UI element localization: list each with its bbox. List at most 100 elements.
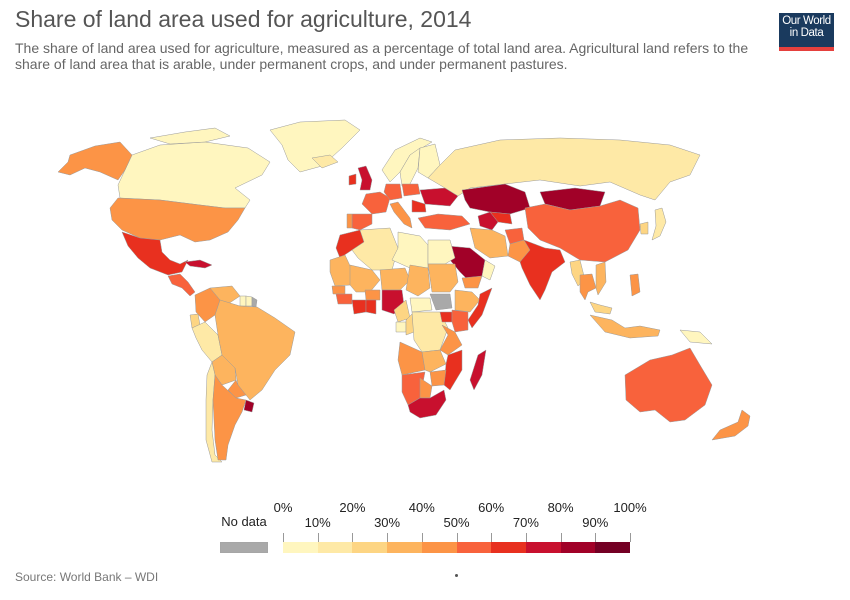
country-burkina-faso[interactable] — [364, 289, 381, 301]
source-note: Source: World Bank – WDI — [15, 570, 159, 584]
country-botswana[interactable] — [419, 377, 433, 399]
legend-tick — [595, 533, 597, 542]
country-india[interactable] — [519, 239, 566, 301]
legend-tick — [352, 533, 354, 542]
country-zambia[interactable] — [421, 349, 447, 373]
country-mozambique[interactable] — [443, 349, 463, 391]
legend-label-top: 60% — [478, 500, 505, 515]
country-uruguay[interactable] — [243, 399, 255, 413]
country-egypt[interactable] — [427, 239, 456, 265]
country-australia[interactable] — [624, 347, 713, 423]
country-central-america[interactable] — [167, 273, 196, 297]
legend-label-bottom: 10% — [304, 515, 331, 530]
country-sudan[interactable] — [427, 263, 459, 293]
country-france[interactable] — [361, 191, 391, 215]
country-vietnam[interactable] — [595, 261, 607, 296]
country-central-african-republic[interactable] — [409, 297, 433, 313]
country-madagascar[interactable] — [469, 349, 487, 391]
country-canada-islands[interactable] — [149, 127, 231, 145]
country-mauritania[interactable] — [329, 254, 353, 287]
country-romania[interactable] — [411, 199, 427, 213]
country-oman[interactable] — [481, 259, 496, 281]
legend-label-top: 20% — [339, 500, 366, 515]
country-russia[interactable] — [427, 137, 701, 201]
country-angola[interactable] — [397, 341, 426, 376]
legend-bin-6[interactable] — [491, 542, 527, 553]
legend-bin-7[interactable] — [525, 542, 562, 553]
country-cuba[interactable] — [184, 259, 213, 269]
country-senegal[interactable] — [331, 285, 346, 295]
country-niger[interactable] — [379, 267, 411, 291]
country-spain[interactable] — [351, 213, 373, 231]
legend-bin-3[interactable] — [387, 542, 423, 553]
country-mexico[interactable] — [121, 231, 189, 276]
country-kenya[interactable] — [451, 309, 469, 333]
country-gabon[interactable] — [395, 321, 407, 333]
countries — [57, 119, 751, 463]
country-indonesia[interactable] — [589, 314, 661, 339]
country-ethiopia[interactable] — [454, 289, 481, 313]
legend-tick — [456, 533, 458, 542]
country-brazil[interactable] — [214, 299, 296, 401]
legend-tick — [525, 533, 527, 542]
legend-bin-2[interactable] — [352, 542, 388, 553]
country-zimbabwe[interactable] — [429, 369, 447, 387]
country-turkmenistan[interactable] — [477, 211, 499, 231]
country-guyana[interactable] — [239, 295, 247, 307]
country-canada[interactable] — [117, 141, 271, 209]
country-papua-new-guinea[interactable] — [679, 329, 713, 345]
country-yemen[interactable] — [461, 275, 483, 289]
country-uganda[interactable] — [439, 311, 453, 323]
legend-bin-9[interactable] — [595, 542, 631, 553]
country-paraguay[interactable] — [227, 379, 247, 399]
legend-no-data-label: No data — [221, 514, 267, 529]
legend-label-bottom: 50% — [443, 515, 470, 530]
legend-bin-5[interactable] — [456, 542, 492, 553]
country-iceland[interactable] — [311, 154, 339, 169]
country-alaska[interactable] — [57, 141, 133, 181]
country-somalia[interactable] — [467, 287, 493, 329]
legend-label-top: 100% — [613, 500, 647, 515]
legend-tick — [491, 533, 493, 542]
legend-label-top: 40% — [408, 500, 435, 515]
country-thailand[interactable] — [579, 273, 597, 301]
legend-bin-8[interactable] — [560, 542, 596, 553]
country-libya[interactable] — [391, 231, 429, 269]
country-kazakhstan[interactable] — [461, 183, 531, 215]
legend-bin-0[interactable] — [283, 542, 319, 553]
country-south-sudan[interactable] — [429, 293, 453, 311]
country-argentina[interactable] — [212, 374, 247, 461]
country-new-zealand[interactable] — [711, 409, 751, 441]
country-chad[interactable] — [405, 264, 431, 297]
country-united-kingdom[interactable] — [357, 165, 373, 191]
country-italy[interactable] — [389, 201, 413, 229]
country-cote-divoire[interactable] — [351, 299, 367, 315]
country-germany[interactable] — [383, 183, 403, 201]
legend-no-data-swatch[interactable] — [220, 542, 268, 553]
country-ghana[interactable] — [365, 299, 377, 315]
country-suriname[interactable] — [245, 295, 253, 307]
country-poland[interactable] — [401, 183, 421, 197]
country-portugal[interactable] — [346, 213, 353, 229]
country-greenland[interactable] — [269, 119, 361, 173]
country-malaysia[interactable] — [589, 301, 613, 315]
legend-bin-4[interactable] — [421, 542, 457, 553]
country-turkey[interactable] — [417, 213, 471, 231]
country-ireland[interactable] — [348, 173, 357, 186]
legend-bin-1[interactable] — [317, 542, 353, 553]
legend-label-bottom: 30% — [374, 515, 401, 530]
country-sweden[interactable] — [399, 147, 421, 187]
country-china[interactable] — [524, 199, 641, 263]
country-philippines[interactable] — [629, 273, 641, 297]
country-south-africa[interactable] — [407, 389, 447, 419]
country-south-korea[interactable] — [639, 221, 649, 235]
country-ukraine[interactable] — [419, 187, 459, 207]
country-united-states[interactable] — [109, 197, 246, 243]
chart-title: Share of land area used for agriculture,… — [15, 6, 472, 32]
country-japan[interactable] — [651, 207, 667, 241]
country-venezuela[interactable] — [209, 285, 241, 305]
country-french-guiana[interactable] — [251, 296, 258, 308]
owid-logo[interactable]: Our World in Data — [779, 13, 834, 51]
country-guinea[interactable] — [335, 293, 353, 305]
